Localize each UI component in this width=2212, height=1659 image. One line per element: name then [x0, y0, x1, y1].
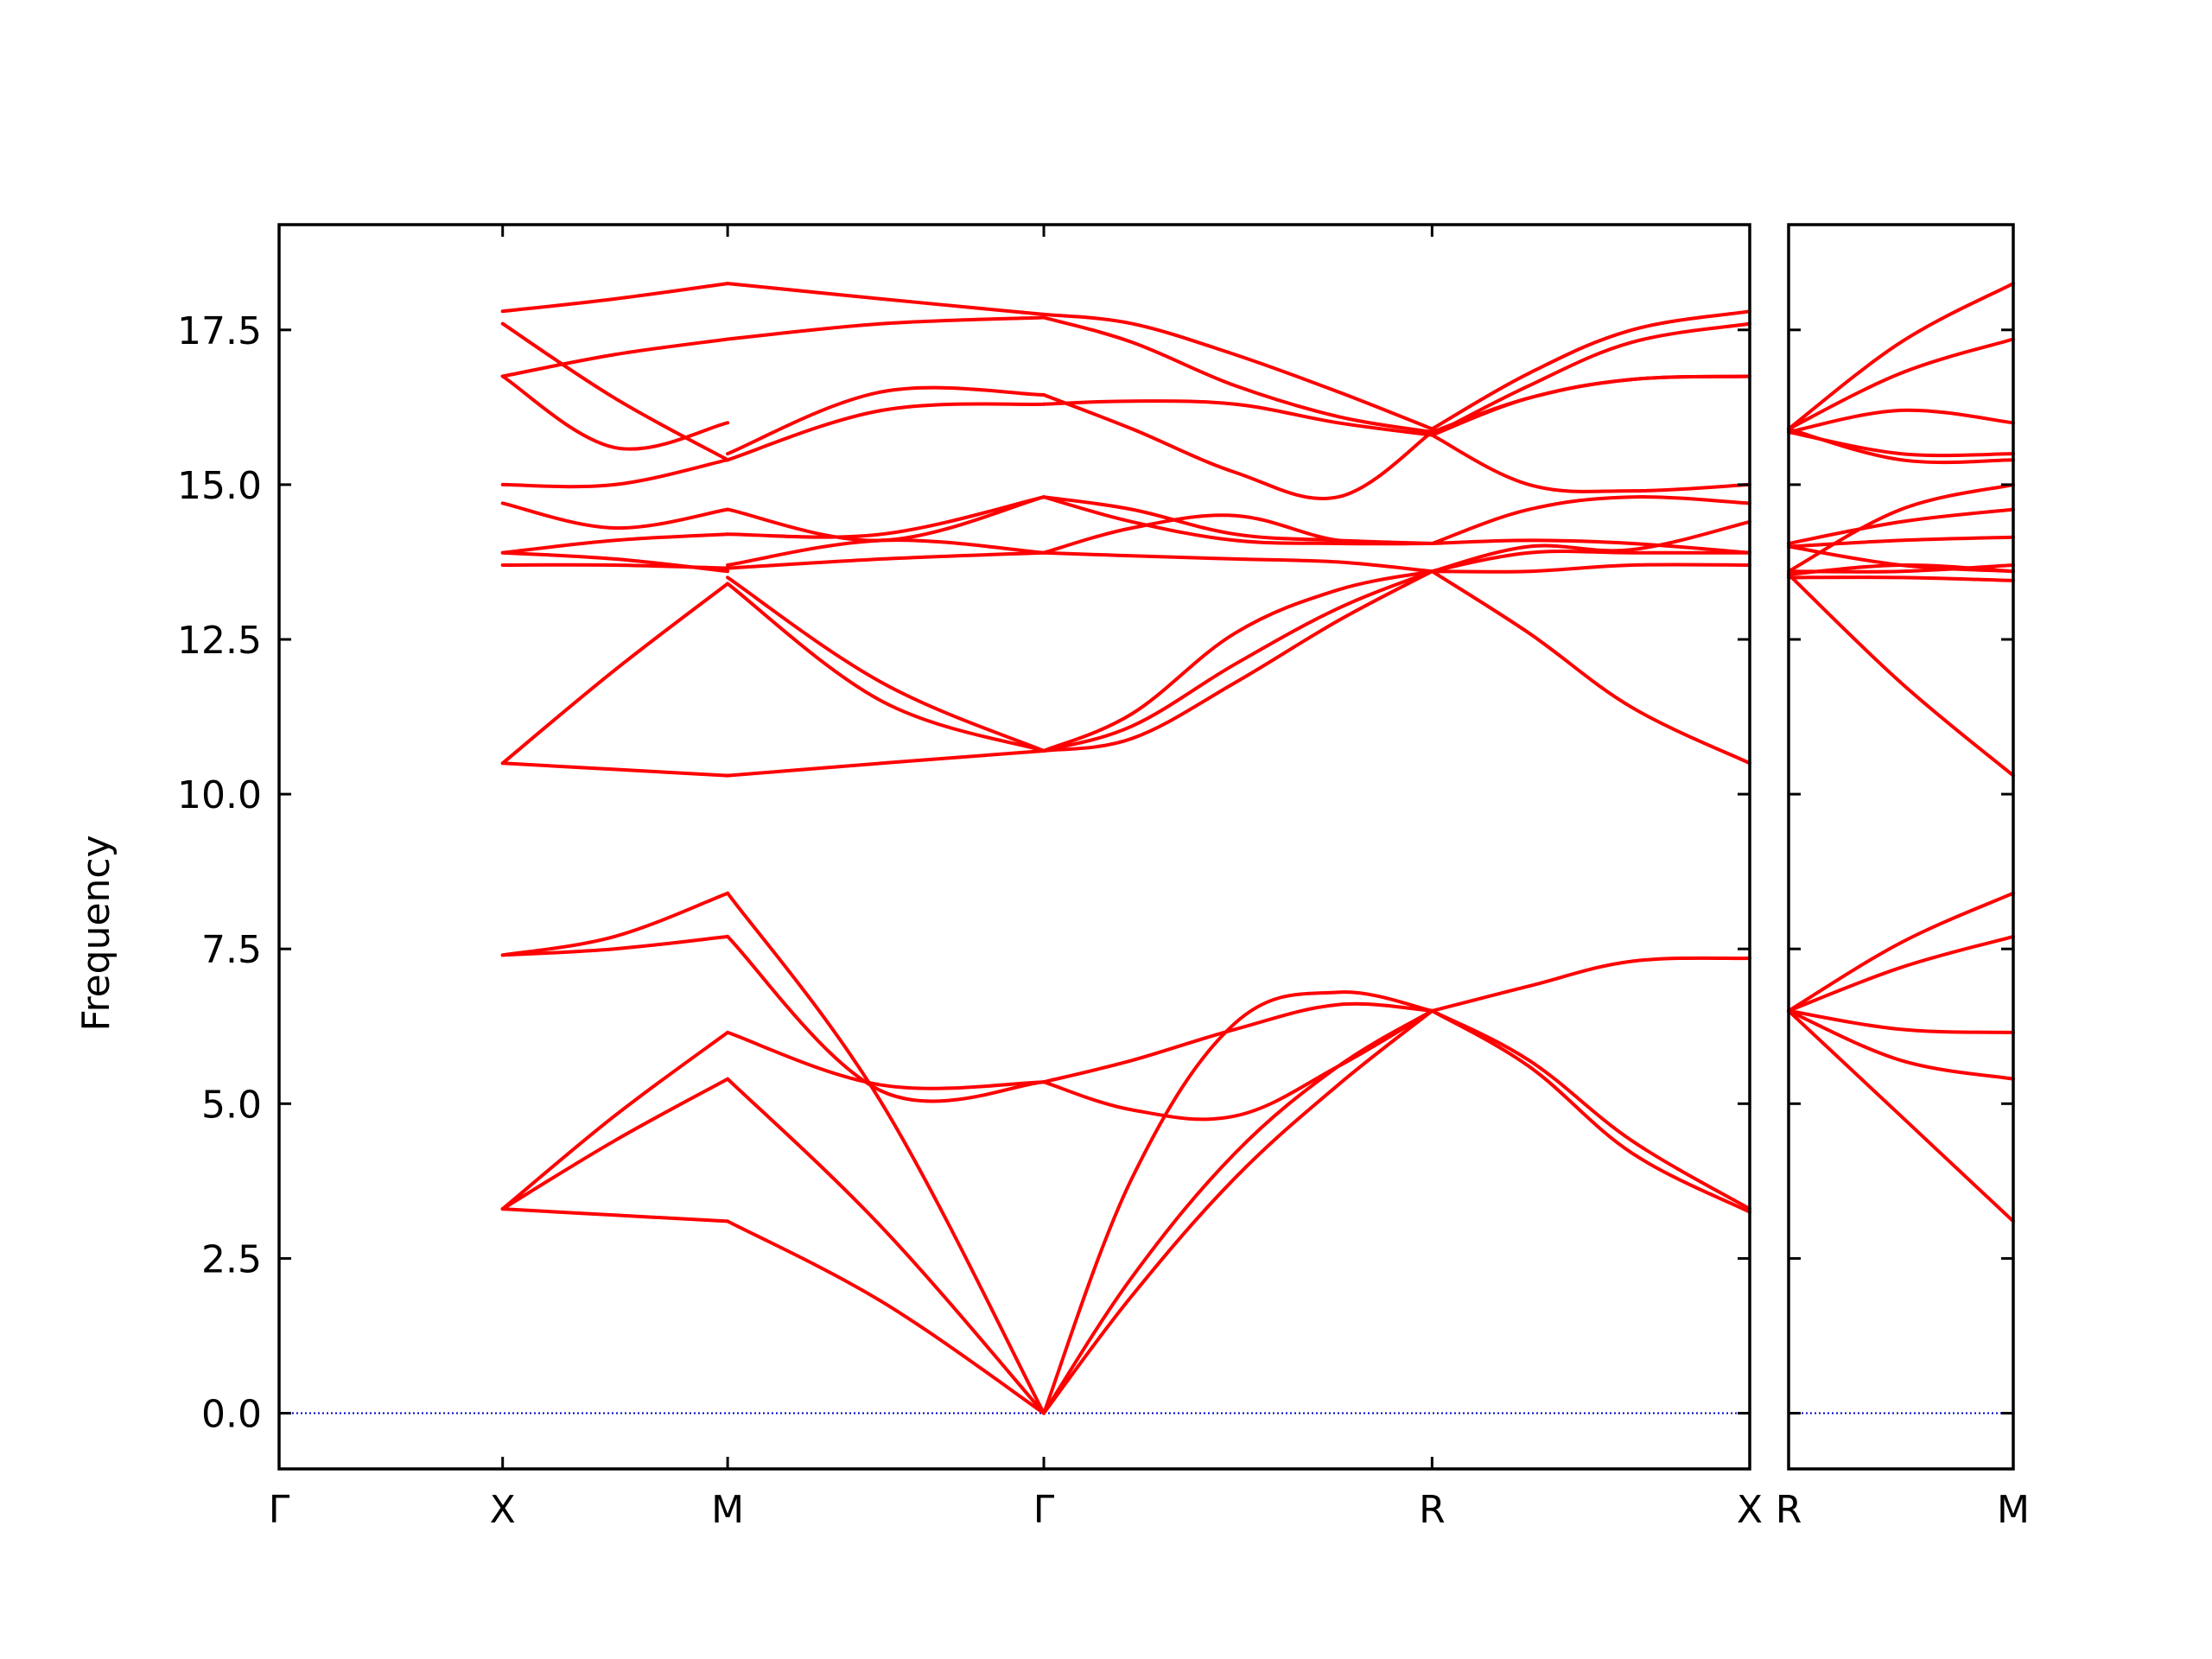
band-right-0-16: [1787, 337, 2015, 431]
band-left-3-5: [1042, 569, 1434, 753]
band-left-1-3: [500, 934, 730, 957]
band-left-2-12: [726, 402, 1046, 462]
band-left-1-9: [500, 532, 730, 555]
band-left-2-6: [726, 582, 1046, 753]
band-left-2-9: [726, 538, 1046, 567]
panel-frame-left: [277, 223, 1751, 1471]
band-left-4-12: [1430, 309, 1751, 431]
x-tick-label: M: [711, 1488, 744, 1532]
band-left-1-6: [500, 582, 730, 766]
y-tick-label: 12.5: [177, 619, 262, 663]
band-left-3-7: [1042, 569, 1434, 753]
x-tick-label: Γ: [269, 1488, 290, 1532]
band-left-2-14: [726, 315, 1046, 341]
panel-frame-right: [1787, 223, 2015, 1471]
band-right-0-3: [1787, 934, 2015, 1013]
band-left-4-13: [1430, 374, 1751, 437]
band-right-0-14: [1787, 430, 2015, 458]
band-right-0-2: [1787, 1008, 2015, 1034]
band-left-1-8: [500, 563, 730, 570]
band-left-2-1: [726, 1077, 1046, 1415]
band-right-0-12: [1787, 507, 2015, 545]
band-left-3-12: [1042, 393, 1434, 500]
band-left-2-7: [726, 575, 1046, 753]
band-left-1-5: [500, 761, 730, 778]
band-left-3-8: [1042, 550, 1434, 574]
band-left-3-0: [1042, 1008, 1434, 1415]
band-left-1-14: [500, 321, 730, 462]
band-left-1-0: [500, 1207, 730, 1224]
band-left-3-2: [1042, 990, 1434, 1415]
band-left-3-6: [1042, 569, 1434, 753]
band-left-2-8: [726, 550, 1046, 570]
y-tick-label: 10.0: [177, 773, 262, 817]
band-left-4-6: [1430, 538, 1751, 555]
band-right-0-8: [1787, 563, 2015, 574]
band-left-1-10: [500, 501, 730, 531]
band-right-0-4: [1787, 891, 2015, 1013]
band-left-2-13: [726, 385, 1046, 456]
band-right-0-5: [1787, 572, 2015, 778]
y-tick-label: 17.5: [177, 309, 262, 353]
band-left-4-7: [1430, 519, 1751, 574]
band-right-0-10: [1787, 535, 2015, 549]
band-left-3-11: [1042, 495, 1434, 545]
y-tick-label: 15.0: [177, 464, 262, 508]
band-left-2-5: [726, 749, 1046, 778]
band-left-4-11: [1430, 321, 1751, 437]
band-right-0-9: [1787, 544, 2015, 574]
y-tick-label: 5.0: [201, 1083, 262, 1127]
band-left-4-0: [1430, 1008, 1751, 1214]
band-right-0-11: [1787, 482, 2015, 574]
x-tick-label: R: [1776, 1488, 1802, 1532]
y-tick-label: 2.5: [201, 1237, 262, 1281]
band-left-3-13: [1042, 399, 1434, 437]
x-tick-label: Γ: [1033, 1488, 1055, 1532]
x-tick-label: X: [1737, 1488, 1763, 1532]
band-left-1-1: [500, 1077, 730, 1211]
x-tick-label: M: [1997, 1488, 2030, 1532]
x-tick-label: X: [490, 1488, 516, 1532]
band-left-1-11: [500, 458, 730, 489]
band-right-0-6: [1787, 575, 2015, 582]
band-left-2-4: [726, 934, 1046, 1103]
band-left-3-14: [1042, 315, 1434, 434]
band-left-1-2: [500, 1030, 730, 1211]
band-right-0-15: [1787, 408, 2015, 434]
band-left-3-10: [1042, 495, 1434, 546]
band-left-1-4: [500, 891, 730, 957]
band-left-4-3: [1430, 569, 1751, 766]
band-left-3-4: [1042, 1001, 1434, 1084]
y-axis-label: Frequency: [74, 835, 118, 1031]
band-left-1-15: [500, 374, 730, 451]
band-left-3-1: [1042, 1008, 1434, 1415]
band-left-3-3: [1042, 1008, 1434, 1122]
band-right-0-0: [1787, 1008, 2015, 1224]
band-left-2-0: [726, 1219, 1046, 1415]
band-left-2-11: [726, 495, 1046, 543]
band-left-4-4: [1430, 563, 1751, 574]
band-left-2-10: [726, 495, 1046, 539]
x-tick-label: R: [1419, 1488, 1446, 1532]
band-left-2-15: [726, 282, 1046, 316]
y-tick-label: 7.5: [201, 928, 262, 972]
band-right-0-17: [1787, 282, 2015, 431]
axes-layer: 0.02.55.07.510.012.515.017.5Γ X M Γ R X R M: [177, 223, 2030, 1532]
y-tick-label: 0.0: [201, 1393, 262, 1437]
band-left-2-3: [726, 1030, 1046, 1090]
band-left-2-2: [726, 891, 1046, 1415]
band-left-4-8: [1430, 433, 1751, 493]
band-left-1-12: [500, 337, 730, 378]
bands-layer: [279, 282, 2015, 1415]
band-left-3-15: [1042, 312, 1434, 431]
band-left-4-5: [1430, 549, 1751, 574]
band-right-0-1: [1787, 1008, 2015, 1081]
band-left-1-13: [500, 282, 730, 314]
band-right-0-13: [1787, 427, 2015, 465]
band-left-4-9: [1430, 495, 1751, 545]
band-left-4-2: [1430, 956, 1751, 1013]
band-left-4-1: [1430, 1008, 1751, 1211]
